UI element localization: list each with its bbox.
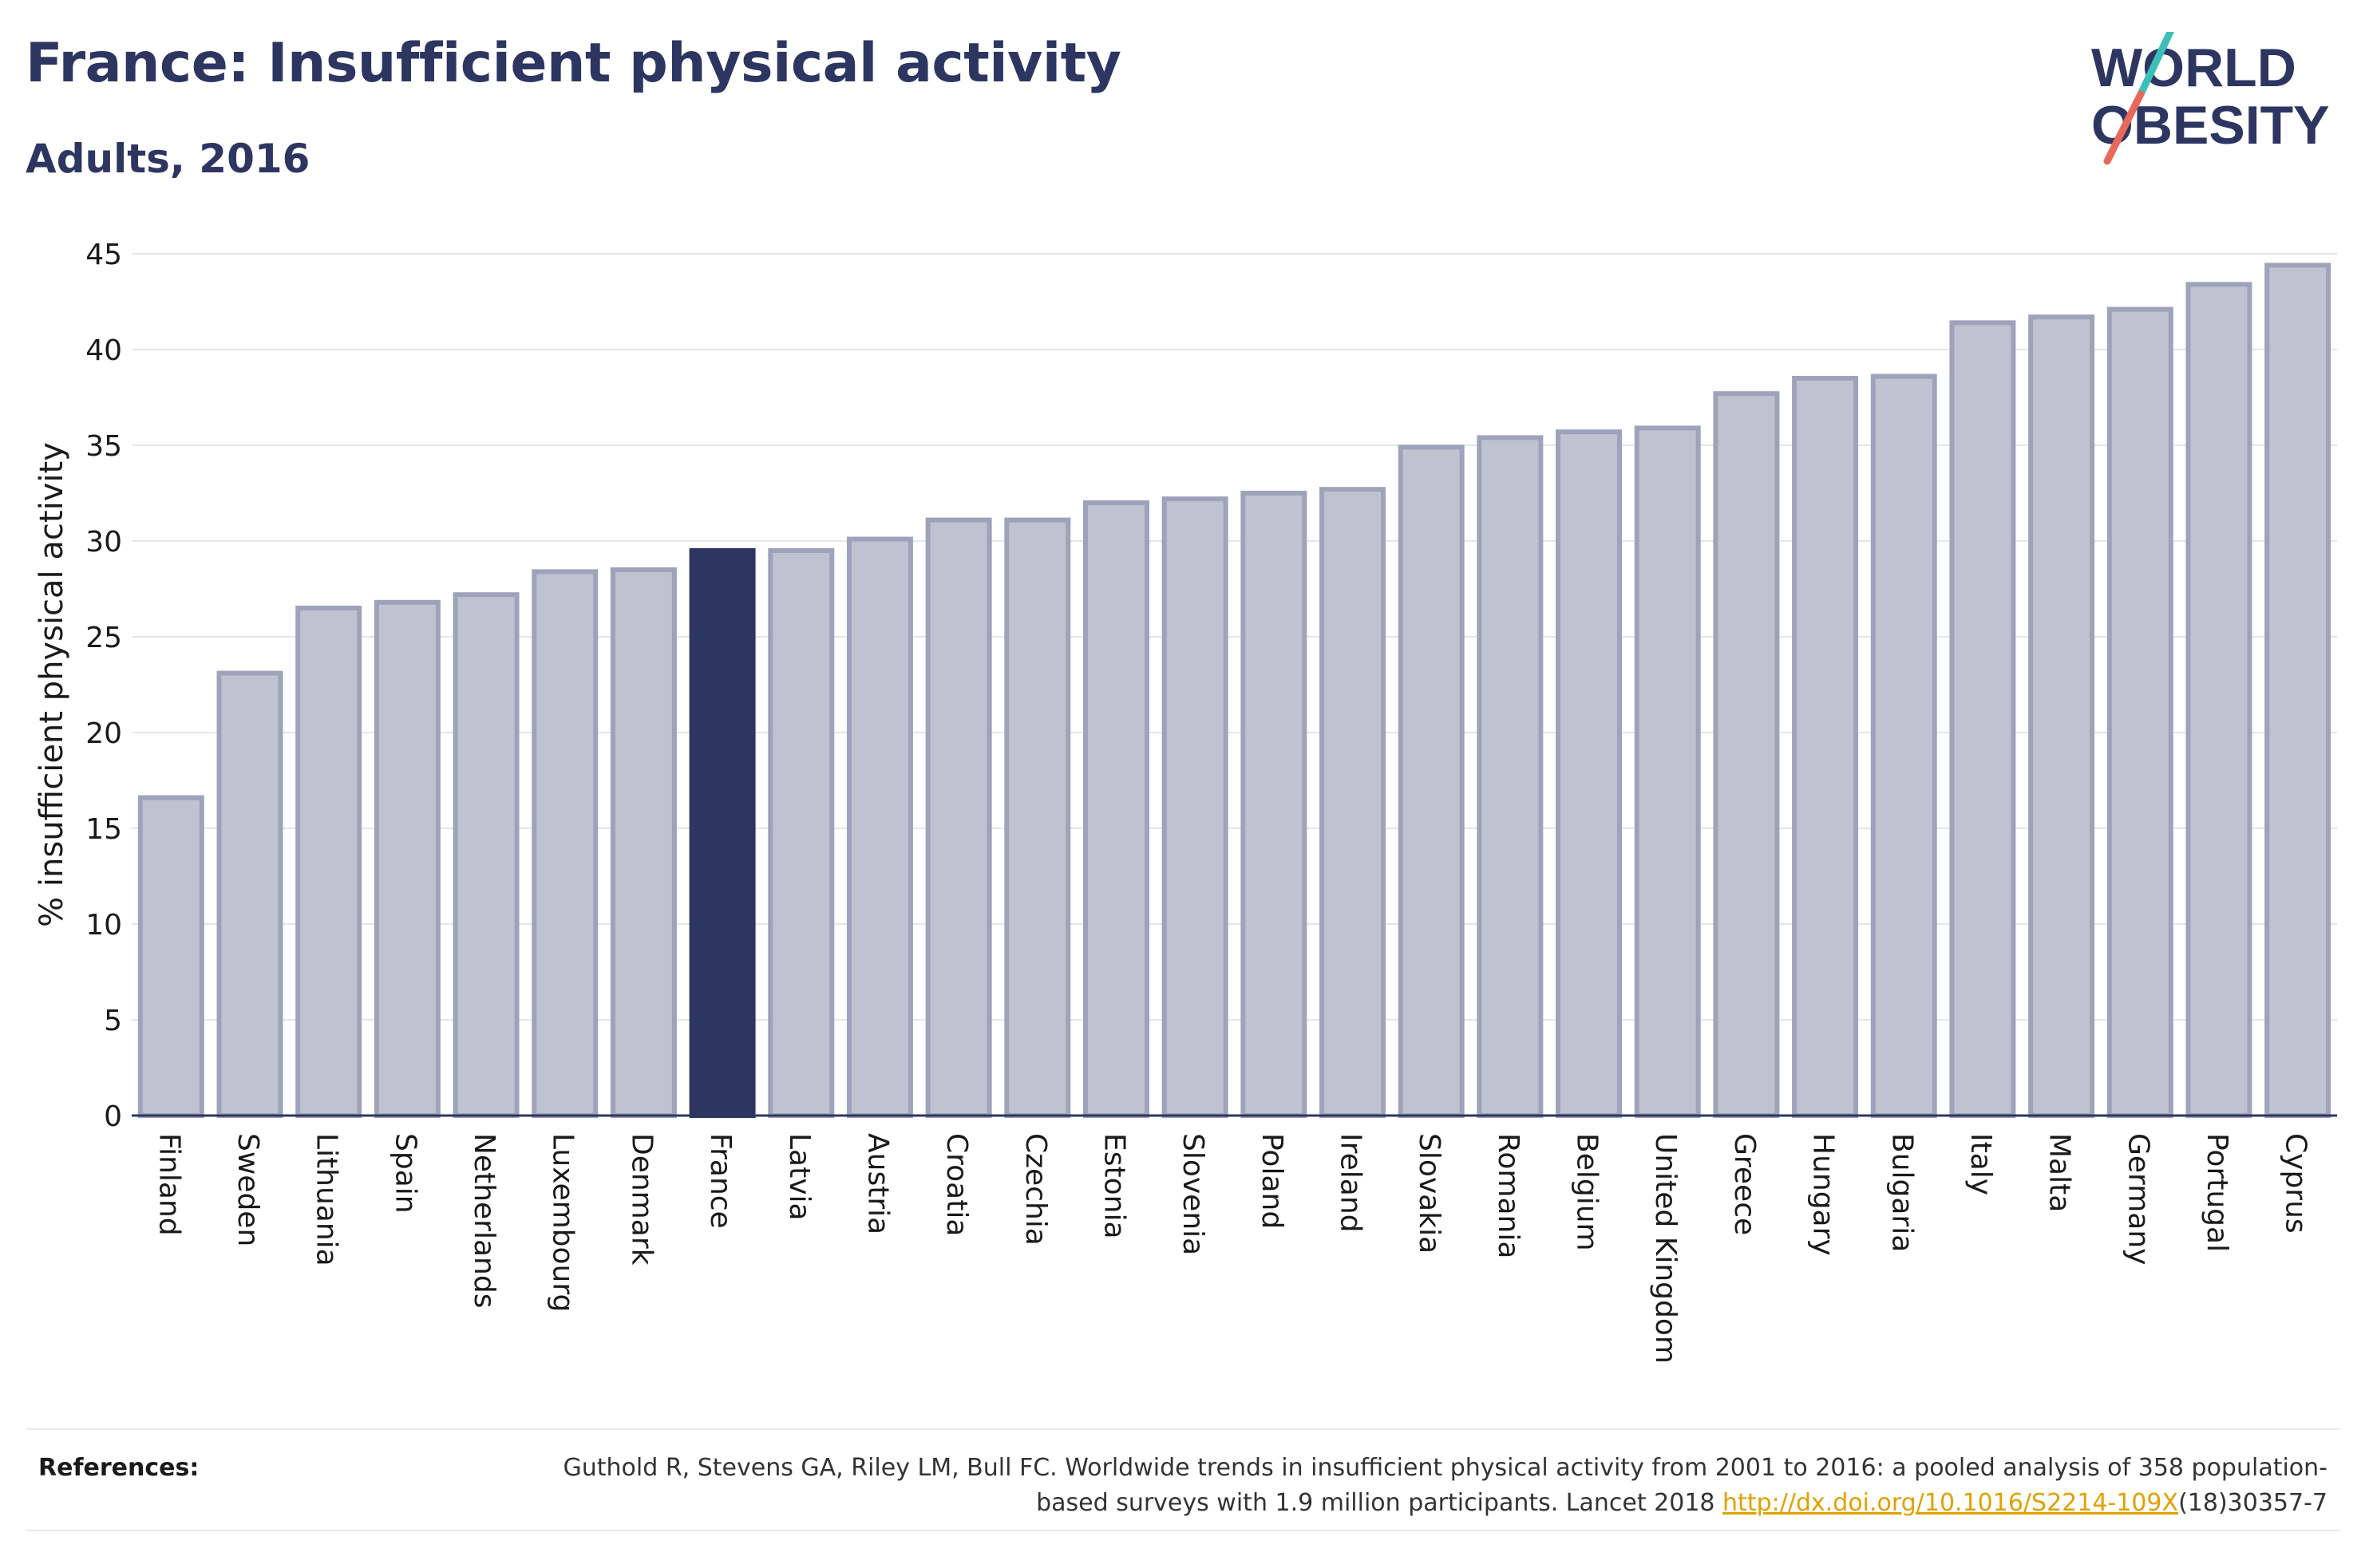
bar-germany bbox=[2106, 306, 2173, 1119]
x-tick-label: Cyprus bbox=[2280, 1133, 2312, 1234]
y-tick-label: 15 bbox=[85, 813, 122, 846]
world-obesity-logo: WORLD OBESITY bbox=[2091, 32, 2330, 165]
x-tick-label: Sweden bbox=[231, 1133, 264, 1246]
bar-latvia bbox=[768, 548, 835, 1118]
bar-greece bbox=[1713, 391, 1780, 1118]
x-tick-label: Netherlands bbox=[468, 1133, 500, 1308]
x-tick-label: Lithuania bbox=[310, 1133, 343, 1266]
x-tick-label: Malta bbox=[2043, 1133, 2076, 1212]
x-tick-label: United Kingdom bbox=[1649, 1133, 1682, 1364]
x-tick-label: Slovenia bbox=[1177, 1133, 1209, 1255]
x-tick-label: France bbox=[704, 1133, 737, 1229]
x-tick-label: Austria bbox=[861, 1133, 894, 1234]
x-tick-label: Slovakia bbox=[1413, 1133, 1445, 1254]
bar-finland bbox=[137, 795, 204, 1118]
bar-hungary bbox=[1792, 376, 1859, 1118]
x-tick-label: Bulgaria bbox=[1885, 1133, 1918, 1252]
y-tick-label: 30 bbox=[85, 526, 122, 559]
bar-bulgaria bbox=[1870, 373, 1937, 1119]
x-tick-label: Greece bbox=[1728, 1133, 1761, 1235]
x-tick-label: Estonia bbox=[1097, 1133, 1130, 1239]
bar-sweden bbox=[216, 670, 283, 1118]
y-tick-label: 20 bbox=[85, 717, 122, 750]
x-tick-label: Belgium bbox=[1571, 1133, 1604, 1251]
chart-subtitle: Adults, 2016 bbox=[26, 136, 310, 182]
x-tick-label: Poland bbox=[1256, 1133, 1288, 1229]
x-tick-label: Hungary bbox=[1807, 1133, 1840, 1256]
references-text: Guthold R, Stevens GA, Riley LM, Bull FC… bbox=[492, 1451, 2327, 1521]
y-tick-label: 25 bbox=[85, 622, 122, 654]
references-doi-link[interactable]: http://dx.doi.org/10.1016/S2214-109X bbox=[1722, 1489, 2179, 1517]
references-section: References: Guthold R, Stevens GA, Riley… bbox=[26, 1428, 2340, 1531]
x-tick-label: Germany bbox=[2122, 1133, 2154, 1265]
bar-ireland bbox=[1319, 487, 1386, 1118]
bar-belgium bbox=[1556, 429, 1623, 1118]
bar-chart: 0 5 10 15 20 25 30 35 40 45 % insufficient physica… bbox=[34, 239, 2337, 1364]
bar-slovakia bbox=[1398, 444, 1465, 1118]
logo-line-1: WORLD bbox=[2091, 38, 2296, 98]
x-tick-label: Romania bbox=[1492, 1133, 1525, 1258]
y-tick-label: 35 bbox=[85, 430, 122, 463]
x-tick-label: Luxembourg bbox=[547, 1133, 579, 1312]
x-tick-label: Italy bbox=[1964, 1133, 1997, 1195]
x-tick-label: Finland bbox=[152, 1133, 185, 1236]
x-tick-label: Portugal bbox=[2201, 1133, 2233, 1252]
logo-slash-coral bbox=[2103, 90, 2145, 165]
bar-austria bbox=[846, 536, 913, 1118]
bar-portugal bbox=[2185, 282, 2252, 1118]
x-tick-label: Ireland bbox=[1335, 1133, 1367, 1233]
x-tick-label: Denmark bbox=[625, 1133, 658, 1266]
bar-luxembourg bbox=[532, 569, 599, 1118]
references-doi-suffix: (18)30357-7 bbox=[2178, 1489, 2327, 1517]
bar-czechia bbox=[1004, 517, 1071, 1118]
x-tick-label: Croatia bbox=[940, 1133, 973, 1236]
logo-slash-teal bbox=[2137, 32, 2175, 98]
bar-united-kingdom bbox=[1634, 425, 1701, 1118]
bar-lithuania bbox=[295, 606, 362, 1118]
references-citation: Guthold R, Stevens GA, Riley LM, Bull FC… bbox=[563, 1454, 2327, 1517]
y-tick-label: 45 bbox=[85, 239, 122, 271]
bar-france bbox=[689, 548, 756, 1118]
bar-denmark bbox=[610, 567, 677, 1118]
bar-estonia bbox=[1082, 500, 1149, 1118]
chart-title: France: Insufficient physical activity bbox=[26, 32, 1121, 95]
bar-spain bbox=[374, 599, 441, 1118]
bar-malta bbox=[2028, 314, 2095, 1118]
logo-line-2: OBESITY bbox=[2091, 95, 2330, 156]
x-tick-label: Spain bbox=[389, 1133, 421, 1214]
bar-netherlands bbox=[453, 592, 520, 1118]
bar-italy bbox=[1949, 320, 2016, 1118]
x-tick-label: Latvia bbox=[783, 1133, 816, 1221]
x-tick-label: Czechia bbox=[1019, 1133, 1052, 1246]
bar-romania bbox=[1477, 435, 1544, 1118]
bar-croatia bbox=[925, 517, 992, 1118]
y-tick-label: 5 bbox=[104, 1005, 122, 1037]
y-tick-label: 40 bbox=[85, 334, 122, 367]
y-tick-label: 10 bbox=[85, 909, 122, 942]
bar-slovenia bbox=[1161, 496, 1228, 1118]
y-tick-label: 0 bbox=[104, 1100, 122, 1133]
y-axis-title: % insufficient physical activity bbox=[34, 442, 70, 927]
references-label: References: bbox=[38, 1454, 200, 1482]
bar-cyprus bbox=[2264, 263, 2331, 1118]
bar-poland bbox=[1240, 491, 1307, 1118]
